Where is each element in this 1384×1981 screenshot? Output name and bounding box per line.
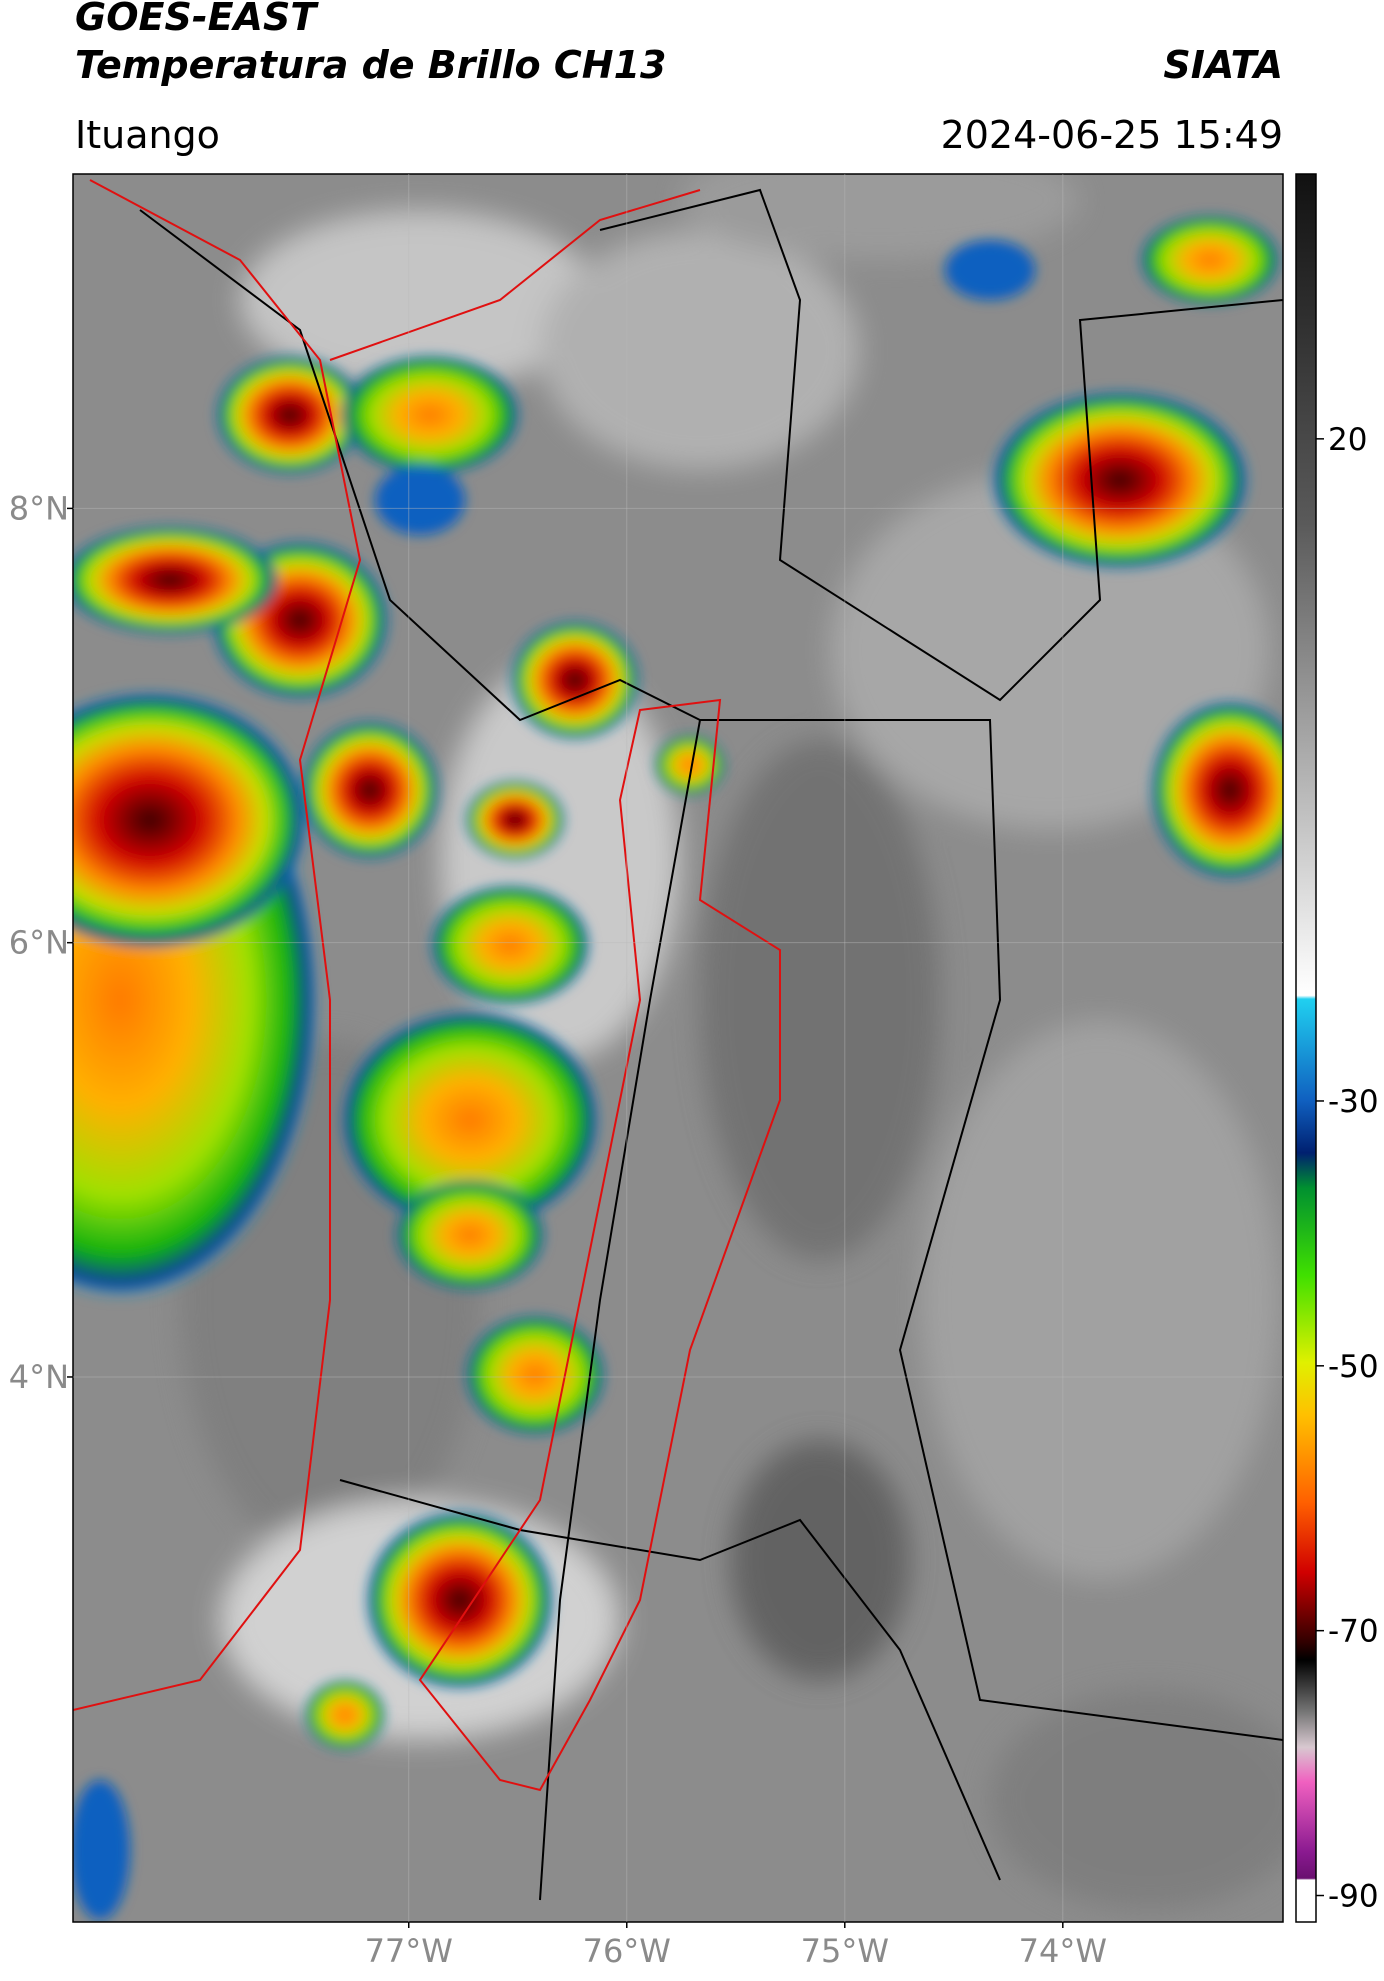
colorbar-tick-label: -30 bbox=[1328, 1084, 1379, 1120]
colorbar-tick-label: -70 bbox=[1328, 1614, 1379, 1650]
satellite-image bbox=[73, 174, 1283, 1922]
colorbar-tick-label: -90 bbox=[1328, 1879, 1379, 1915]
map-frame bbox=[72, 173, 1284, 1923]
colorbar-tick-label: -50 bbox=[1328, 1349, 1379, 1385]
lat-tick-label: 4°N bbox=[9, 1358, 69, 1396]
colorbar-tick-label: 20 bbox=[1328, 422, 1367, 458]
satellite-title: GOES-EAST bbox=[75, 0, 319, 39]
lon-tick-label: 74°W bbox=[1019, 1932, 1107, 1970]
product-title: Temperatura de Brillo CH13 bbox=[75, 43, 666, 87]
lon-tick-label: 75°W bbox=[801, 1932, 889, 1970]
lon-tick-label: 77°W bbox=[365, 1932, 453, 1970]
lat-tick-label: 6°N bbox=[9, 924, 69, 962]
timestamp-label: 2024-06-25 15:49 bbox=[941, 113, 1283, 157]
location-label: Ituango bbox=[75, 113, 220, 157]
colorbar bbox=[1295, 173, 1317, 1923]
agency-label: SIATA bbox=[1163, 43, 1283, 87]
lon-tick-label: 76°W bbox=[583, 1932, 671, 1970]
lat-tick-label: 8°N bbox=[9, 489, 69, 527]
